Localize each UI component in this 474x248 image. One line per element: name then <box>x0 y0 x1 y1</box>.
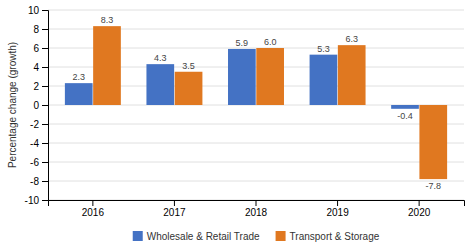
tick: -8 <box>30 176 48 187</box>
bar <box>175 72 203 105</box>
tick-mark <box>42 86 48 87</box>
chart: 2.34.35.95.3-0.48.33.56.06.3-7.8-10-8-6-… <box>0 0 474 248</box>
tick-mark <box>42 181 48 182</box>
grid-line <box>48 143 464 144</box>
tick-mark <box>42 67 48 68</box>
tick: -10 <box>25 195 48 206</box>
tick-mark <box>174 200 175 206</box>
tick: -6 <box>30 157 48 168</box>
tick-label: 4 <box>33 62 39 73</box>
legend-swatch <box>276 231 286 241</box>
tick-label: -10 <box>25 195 40 206</box>
legend-swatch <box>133 231 143 241</box>
data-label: 4.3 <box>154 53 167 63</box>
tick-mark <box>42 124 48 125</box>
tick: 8 <box>33 24 48 35</box>
bar <box>93 26 121 105</box>
tick-label: -2 <box>30 119 39 130</box>
tick: 6 <box>33 43 48 54</box>
plot: 2.34.35.95.3-0.48.33.56.06.3-7.8-10-8-6-… <box>25 5 465 218</box>
bar <box>228 49 256 105</box>
tick-label: -8 <box>30 176 39 187</box>
data-labels: 2.3 4.3 5.9 5.3 -0.4 8.3 3.5 6.0 6.3 -7.8 <box>72 15 441 191</box>
axis-line <box>49 201 465 207</box>
data-label: -7.8 <box>426 181 442 191</box>
tick: 2 <box>33 81 48 92</box>
tick-label: 8 <box>33 24 39 35</box>
tick: 2016 <box>82 200 105 218</box>
bar <box>310 55 338 105</box>
tick: 2018 <box>245 200 268 218</box>
tick-label: 2 <box>33 81 39 92</box>
tick-mark <box>42 48 48 49</box>
bar <box>419 105 447 179</box>
y-axis-title: Percentage change (growth) <box>7 42 18 168</box>
bar <box>391 105 419 109</box>
bar <box>146 64 174 105</box>
data-label: 5.9 <box>236 38 249 48</box>
bars <box>65 26 447 179</box>
legend-label: Transport & Storage <box>290 231 380 242</box>
tick-mark <box>419 200 420 206</box>
legend-item: Transport & Storage <box>276 231 380 242</box>
grid <box>48 10 464 200</box>
tick-mark <box>42 10 48 11</box>
grid-line <box>48 10 464 11</box>
series <box>93 26 447 179</box>
tick: 2017 <box>163 200 186 218</box>
bar <box>338 45 366 105</box>
bar <box>65 83 93 105</box>
tick-label: 0 <box>33 100 39 111</box>
data-label: 3.5 <box>182 61 195 71</box>
tick-label: 2018 <box>245 207 268 218</box>
tick-mark <box>42 162 48 163</box>
x-axis: 2016 2017 2018 2019 2020 <box>49 200 465 218</box>
tick-mark <box>42 143 48 144</box>
tick: -2 <box>30 119 48 130</box>
data-label: 2.3 <box>72 72 85 82</box>
legend-item: Wholesale & Retail Trade <box>133 231 260 242</box>
bar <box>256 48 284 105</box>
grid-line <box>48 162 464 163</box>
data-label: 5.3 <box>317 44 330 54</box>
tick-mark <box>42 200 48 201</box>
tick-label: 2020 <box>408 207 431 218</box>
tick-label: 2017 <box>163 207 186 218</box>
tick-label: 6 <box>33 43 39 54</box>
grid-line <box>48 181 464 182</box>
tick-label: 10 <box>28 5 40 16</box>
tick-mark <box>42 29 48 30</box>
data-label: -0.4 <box>397 111 413 121</box>
legend: Wholesale & Retail Trade Transport & Stor… <box>133 231 380 242</box>
tick-mark <box>337 200 338 206</box>
grid-line <box>48 124 464 125</box>
data-label: 8.3 <box>101 15 114 25</box>
tick: -4 <box>30 138 48 149</box>
tick-label: 2019 <box>326 207 349 218</box>
legend-label: Wholesale & Retail Trade <box>147 231 260 242</box>
tick-label: -4 <box>30 138 39 149</box>
tick-label: 2016 <box>82 207 105 218</box>
data-label: 6.3 <box>345 34 358 44</box>
tick: 2020 <box>408 200 431 218</box>
tick-mark <box>92 200 93 206</box>
tick-label: -6 <box>30 157 39 168</box>
tick-mark <box>256 200 257 206</box>
tick: 2019 <box>326 200 349 218</box>
axis-line <box>42 11 49 201</box>
y-axis: -10 -8 -6 -4 -2 0 2 4 6 8 10 <box>25 5 49 206</box>
tick-mark <box>42 105 48 106</box>
tick: 0 <box>33 100 48 111</box>
tick: 10 <box>28 5 48 16</box>
data-label: 6.0 <box>264 37 277 47</box>
tick: 4 <box>33 62 48 73</box>
